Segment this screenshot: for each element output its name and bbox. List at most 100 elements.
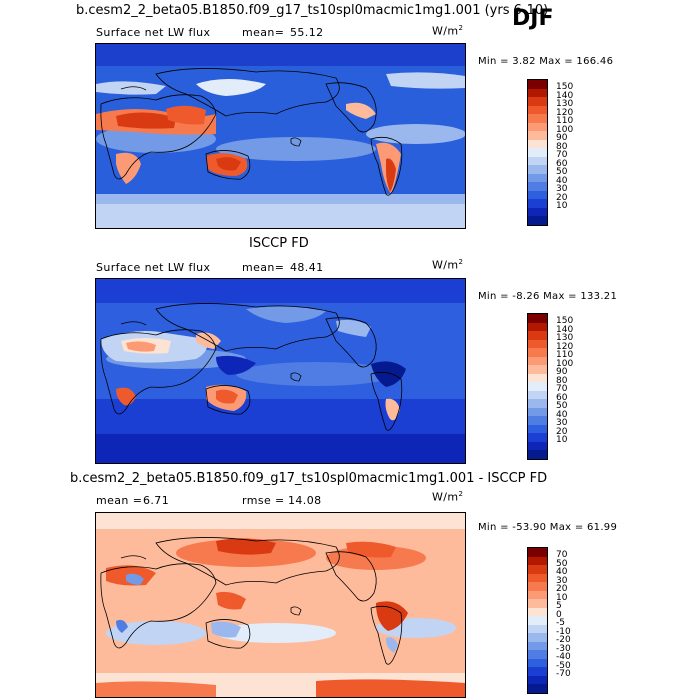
colorbar-tick-label: 20 [556,192,568,203]
colorbar-segment [528,390,547,400]
panel3-map [95,512,466,698]
colorbar-segment [528,373,547,383]
colorbar-tick-label: 110 [556,116,574,127]
panel1-map [95,43,466,229]
panel1-variable: Surface net LW flux [96,26,211,39]
season-label: DJF [512,6,554,31]
colorbar-tick-label: 70 [556,550,568,561]
colorbar-segment [528,156,547,166]
colorbar-tick-label: 30 [556,418,568,429]
colorbar-segment [528,565,547,574]
colorbar-segment [528,658,547,668]
colorbar-tick-label: 40 [556,409,568,420]
colorbar-segment [528,616,547,625]
colorbar-segment [528,599,547,608]
colorbar-tick-label: 10 [556,592,568,603]
colorbar-tick-label: 130 [556,99,574,110]
colorbar-tick-label: 50 [556,558,568,569]
colorbar-tick-label: 90 [556,133,568,144]
colorbar-tick-label: 150 [556,82,574,93]
colorbar-tick-label: 100 [556,124,574,135]
colorbar-segment [528,131,547,140]
colorbar-tick-label: 30 [556,575,568,586]
colorbar-tick-label: -40 [556,652,571,663]
colorbar-segment [528,199,547,208]
panel3-rmse-value: 14.08 [288,494,322,507]
colorbar-tick-label: -70 [556,669,571,680]
colorbar-segment [528,556,547,566]
colorbar-segment [528,348,547,357]
colorbar-segment [528,314,547,323]
colorbar-tick-label: 130 [556,333,574,344]
colorbar-tick-label: 50 [556,167,568,178]
colorbar-tick-label: 140 [556,324,574,335]
colorbar-segment [528,607,547,617]
colorbar-tick-label: 150 [556,316,574,327]
colorbar-segment [528,548,547,557]
colorbar-tick-label: 70 [556,150,568,161]
colorbar-tick-label: 0 [556,609,562,620]
panel1-colorbar [527,79,548,226]
panel3-mean-label: mean = [96,494,143,507]
colorbar-tick-label: 80 [556,375,568,386]
colorbar-tick-label: 120 [556,107,574,118]
colorbar-tick-label: 10 [556,201,568,212]
panel1-mean-value: 55.12 [290,26,324,39]
colorbar-segment [528,97,547,106]
colorbar-segment [528,407,547,417]
panel2-mean-value: 48.41 [290,261,324,274]
colorbar-tick-label: 140 [556,90,574,101]
colorbar-segment [528,590,547,600]
colorbar-tick-label: 70 [556,384,568,395]
colorbar-segment [528,667,547,676]
colorbar-segment [528,450,547,459]
colorbar-segment [528,190,547,200]
colorbar-segment [528,675,547,685]
colorbar-segment [528,582,547,591]
colorbar-segment [528,650,547,659]
panel2-minmax: Min = -8.26 Max = 133.21 [478,291,618,302]
colorbar-tick-label: 100 [556,358,574,369]
colorbar-tick-label: 20 [556,584,568,595]
colorbar-segment [528,684,547,693]
colorbar-segment [528,182,547,191]
colorbar-segment [528,80,547,89]
colorbar-tick-label: 60 [556,158,568,169]
colorbar-segment [528,416,547,425]
panel2-mean-label: mean= [242,261,285,274]
colorbar-tick-label: 5 [556,601,562,612]
colorbar-segment [528,339,547,349]
colorbar-segment [528,114,547,123]
colorbar-segment [528,633,547,642]
panel3-colorbar [527,547,548,694]
colorbar-segment [528,356,547,366]
colorbar-tick-label: 10 [556,435,568,446]
panel2-units: W/m2 [432,258,464,272]
colorbar-tick-label: 90 [556,367,568,378]
colorbar-segment [528,382,547,391]
colorbar-segment [528,139,547,149]
panel3-minmax: Min = -53.90 Max = 61.99 [478,522,618,533]
colorbar-tick-label: 40 [556,567,568,578]
colorbar-tick-label: 80 [556,141,568,152]
colorbar-tick-label: 40 [556,175,568,186]
panel3-title: b.cesm2_2_beta05.B1850.f09_g17_ts10spl0m… [70,471,548,486]
panel1-minmax: Min = 3.82 Max = 166.46 [478,56,614,67]
colorbar-segment [528,573,547,583]
colorbar-tick-label: 20 [556,426,568,437]
colorbar-segment [528,105,547,115]
colorbar-tick-label: -20 [556,635,571,646]
colorbar-tick-label: 30 [556,184,568,195]
colorbar-tick-label: 60 [556,392,568,403]
colorbar-segment [528,424,547,434]
colorbar-tick-label: -30 [556,643,571,654]
panel2-title: ISCCP FD [249,236,309,251]
colorbar-segment [528,365,547,374]
panel1-units: W/m2 [432,24,464,38]
colorbar-segment [528,331,547,340]
panel1-title: b.cesm2_2_beta05.B1850.f09_g17_ts10spl0m… [76,3,549,18]
panel2-colorbar [527,313,548,460]
colorbar-tick-label: -50 [556,660,571,671]
colorbar-segment [528,207,547,217]
colorbar-tick-label: 120 [556,341,574,352]
